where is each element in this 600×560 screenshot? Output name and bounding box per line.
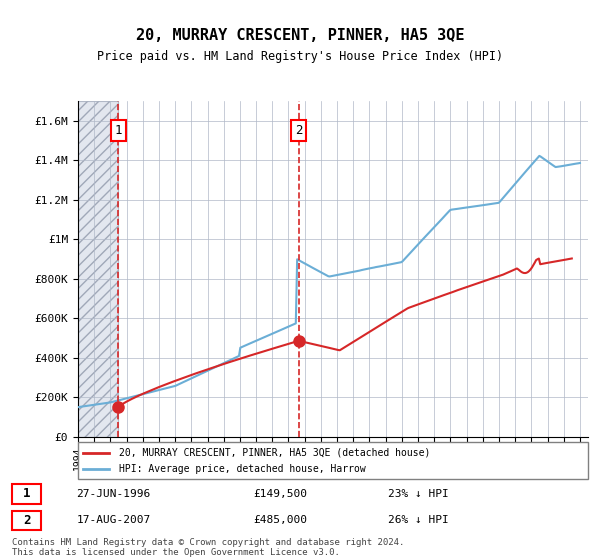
Text: 2: 2 bbox=[23, 514, 31, 527]
Bar bbox=[78, 101, 118, 437]
Text: 23% ↓ HPI: 23% ↓ HPI bbox=[388, 489, 449, 499]
Text: Contains HM Land Registry data © Crown copyright and database right 2024.
This d: Contains HM Land Registry data © Crown c… bbox=[12, 538, 404, 557]
FancyBboxPatch shape bbox=[12, 511, 41, 530]
Text: £149,500: £149,500 bbox=[253, 489, 307, 499]
Text: £485,000: £485,000 bbox=[253, 515, 307, 525]
FancyBboxPatch shape bbox=[12, 484, 41, 504]
Text: 20, MURRAY CRESCENT, PINNER, HA5 3QE (detached house): 20, MURRAY CRESCENT, PINNER, HA5 3QE (de… bbox=[119, 447, 430, 458]
FancyBboxPatch shape bbox=[78, 442, 588, 479]
Text: 17-AUG-2007: 17-AUG-2007 bbox=[77, 515, 151, 525]
Text: Price paid vs. HM Land Registry's House Price Index (HPI): Price paid vs. HM Land Registry's House … bbox=[97, 50, 503, 63]
Text: 26% ↓ HPI: 26% ↓ HPI bbox=[388, 515, 449, 525]
Text: 1: 1 bbox=[23, 487, 31, 501]
Text: 20, MURRAY CRESCENT, PINNER, HA5 3QE: 20, MURRAY CRESCENT, PINNER, HA5 3QE bbox=[136, 28, 464, 43]
Bar bbox=[78, 101, 118, 437]
Text: 2: 2 bbox=[295, 124, 302, 137]
Text: 1: 1 bbox=[115, 124, 122, 137]
Text: 27-JUN-1996: 27-JUN-1996 bbox=[77, 489, 151, 499]
Text: HPI: Average price, detached house, Harrow: HPI: Average price, detached house, Harr… bbox=[119, 464, 365, 474]
